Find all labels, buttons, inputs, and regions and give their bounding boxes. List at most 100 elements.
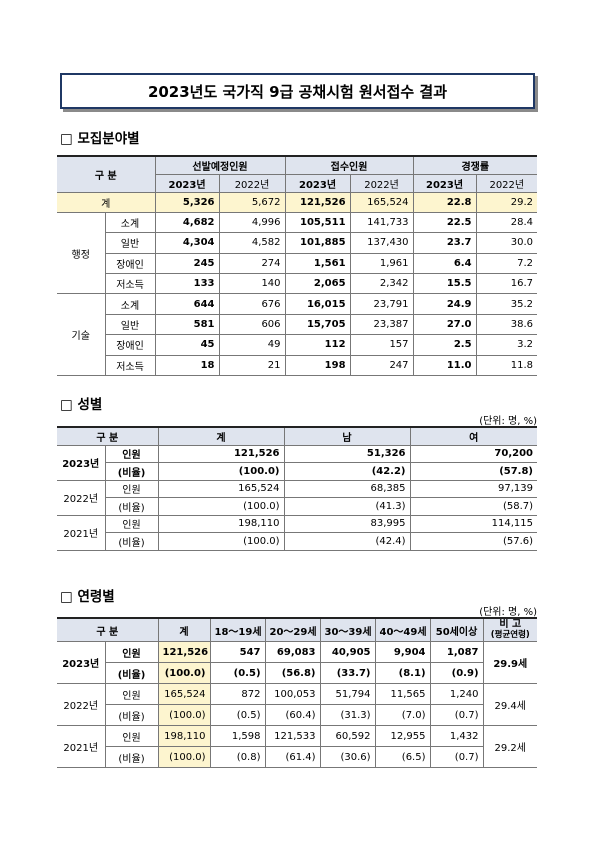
table: 구 분 계 18～19세 20～29세 30～39세 40～49세 50세이상 비 고 (평균연… (57, 617, 538, 768)
cell: 644 (154, 293, 220, 315)
cell: (100.0) (157, 497, 285, 516)
row-label: 인원 (104, 683, 159, 705)
row: 2022년 인원 165,524 872 100,053 51,794 11,565 1,24… (57, 683, 538, 726)
cell: (100.0) (157, 704, 211, 726)
cell: 30.0 (475, 232, 538, 254)
cell: (57.6) (409, 532, 538, 551)
row-label: 인원 (104, 479, 159, 498)
cell: 23,791 (349, 293, 414, 315)
cell: (61.4) (264, 746, 321, 768)
cell: 18 (154, 354, 220, 377)
cell: 606 (218, 313, 286, 336)
cell: 21 (218, 354, 286, 377)
cell: (0.7) (429, 746, 484, 768)
header-cell: 접수인원 (284, 155, 414, 175)
cell: (33.7) (319, 662, 376, 684)
cell: 40,905 (319, 641, 376, 663)
cell: (8.1) (374, 662, 431, 684)
row: 2021년 인원 198,110 1,598 121,533 60,592 12,955 1,… (57, 725, 538, 768)
cell: (31.3) (319, 704, 376, 726)
row: 기술 소계 644 676 16,015 23,791 24.9 35.2 (57, 293, 538, 377)
cell: (100.0) (157, 462, 285, 481)
cell: 45 (154, 334, 220, 356)
cell: 274 (218, 252, 286, 275)
cell: 5,672 (218, 191, 286, 213)
header-cell: 18～19세 (209, 617, 266, 642)
header-cell: 20～29세 (264, 617, 321, 642)
row: 저소득 133 140 2,065 2,342 15.5 16.7 (57, 273, 538, 295)
cell: (0.8) (209, 746, 266, 768)
cell: 198,110 (157, 725, 211, 747)
year-label: 2022년 (57, 683, 106, 726)
row-label: 소계 (104, 211, 156, 234)
header-cell: 경쟁률 (412, 155, 538, 175)
cell: 16,015 (284, 293, 351, 315)
section-heading: □ 성별 (60, 397, 103, 413)
cell: (0.5) (209, 662, 266, 684)
header-cell: 계 (157, 426, 285, 446)
cell: 1,561 (284, 252, 351, 275)
row-label: 소계 (104, 293, 156, 315)
cell: 23,387 (349, 313, 414, 336)
header-cell: 2023년 (412, 173, 477, 193)
cell: (42.2) (283, 462, 411, 481)
cell: 165,524 (157, 479, 285, 498)
cell: 51,794 (319, 683, 376, 705)
cell: 4,996 (218, 211, 286, 234)
header-cell: 남 (283, 426, 411, 446)
cell: 114,115 (409, 514, 538, 533)
header-cell: 50세이상 (429, 617, 484, 642)
cell: 70,200 (409, 444, 538, 463)
section-heading: □ 연령별 (60, 589, 115, 605)
row: 일반 581 606 15,705 23,387 27.0 38.6 (57, 313, 538, 336)
header-text: (평균연령) (490, 630, 530, 640)
row: (비율) (100.0) (0.5) (56.8) (33.7) (8.1) (0.9) (57, 662, 538, 684)
cell: 5,326 (154, 191, 220, 213)
cell: 69,083 (264, 641, 321, 663)
row: 장애인 245 274 1,561 1,961 6.4 7.2 (57, 252, 538, 275)
cell: 121,526 (284, 191, 351, 213)
cell: 3.2 (475, 334, 538, 356)
unit: (단위: 명, %) (479, 416, 537, 427)
row: 일반 4,304 4,582 101,885 137,430 23.7 30.0 (57, 232, 538, 254)
year-label: 2023년 (57, 641, 106, 684)
unit: (단위: 명, %) (479, 607, 537, 618)
header-cell: 40～49세 (374, 617, 431, 642)
cell: 165,524 (349, 191, 414, 213)
row-label: (비율) (105, 704, 159, 726)
row: 2021년 인원 198,110 83,995 114,115 (57, 514, 538, 551)
cell: 11.8 (475, 354, 538, 377)
year-label: 2023년 (57, 444, 106, 481)
cell: 38.6 (475, 313, 538, 336)
row: 2022년 인원 165,524 68,385 97,139 (57, 479, 538, 516)
header-cell: 계 (157, 617, 211, 642)
cell: 101,885 (284, 232, 351, 254)
header-cell: 여 (409, 426, 538, 446)
row: (비율) (100.0) (42.2) (57.8) (57, 462, 538, 481)
cell: 11,565 (374, 683, 431, 705)
cell: 105,511 (284, 211, 351, 234)
row-label: (비율) (105, 746, 159, 768)
row-label: 저소득 (105, 354, 156, 377)
cell: 97,139 (409, 479, 538, 498)
row-label: 계 (57, 191, 156, 213)
row: 구 분 선발예정인원 접수인원 경쟁률 (57, 155, 538, 193)
year-label: 2021년 (57, 725, 106, 768)
cell: (100.0) (157, 746, 211, 768)
row: 2023년 2022년 2023년 2022년 2023년 2022년 (57, 173, 538, 193)
cell: 100,053 (264, 683, 321, 705)
cell: 29.2 (475, 191, 538, 213)
row: 2023년 인원 121,526 51,326 70,200 (57, 444, 538, 481)
row: 행정 소계 4,682 4,996 105,511 141,733 22.5 28.4 (57, 211, 538, 295)
cell: (58.7) (409, 497, 538, 516)
note-cell: 29.9세 (482, 641, 538, 684)
row-label: 인원 (104, 725, 159, 747)
cell: (0.9) (429, 662, 484, 684)
cell: 4,682 (154, 211, 220, 234)
cell: 1,432 (429, 725, 484, 747)
cell: 68,385 (283, 479, 411, 498)
cell: 4,582 (218, 232, 286, 254)
header-cell: 구 분 (57, 426, 159, 446)
row-label: (비율) (105, 462, 159, 481)
row-label: 장애인 (105, 334, 156, 356)
